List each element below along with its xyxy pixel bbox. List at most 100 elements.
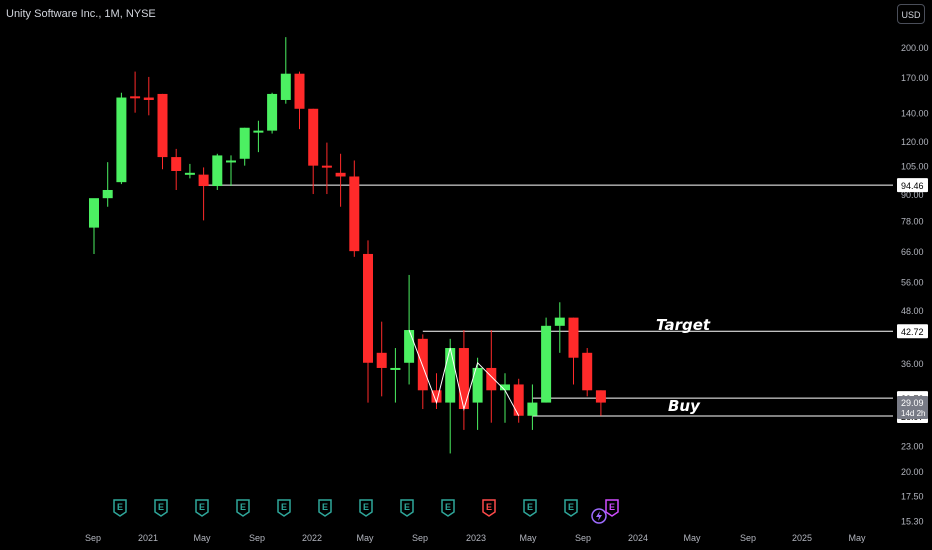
badge-shape xyxy=(154,499,168,517)
y-tick-label: 36.00 xyxy=(901,359,924,369)
badge-letter: E xyxy=(609,502,615,512)
y-tick-label: 120.00 xyxy=(901,137,929,147)
candle-body xyxy=(130,96,141,99)
earnings-badge[interactable]: E xyxy=(482,499,496,517)
candle-body xyxy=(143,97,154,100)
badge-letter: E xyxy=(568,502,574,512)
x-tick-label: May xyxy=(519,533,537,543)
candle-body xyxy=(253,130,264,133)
candle-body xyxy=(486,367,497,391)
y-tick-label: 56.00 xyxy=(901,277,924,287)
badge-shape xyxy=(564,499,578,517)
candle-body xyxy=(280,73,291,100)
currency-button[interactable]: USD xyxy=(897,4,925,24)
candle-body xyxy=(390,367,401,370)
badge-shape xyxy=(605,499,619,517)
candle-body xyxy=(349,176,360,252)
earnings-badge[interactable]: E xyxy=(154,499,168,517)
x-tick-label: May xyxy=(683,533,701,543)
candle-body xyxy=(363,253,373,363)
candle-body xyxy=(321,165,332,168)
candle-body xyxy=(458,348,469,410)
current-price-text: 29.09 xyxy=(901,398,924,408)
x-tick-label: May xyxy=(356,533,374,543)
x-tick-label: May xyxy=(848,533,866,543)
badge-letter: E xyxy=(322,502,328,512)
candle-body xyxy=(404,330,415,363)
y-tick-label: 15.30 xyxy=(901,516,924,526)
x-tick-label: 2024 xyxy=(628,533,648,543)
badge-letter: E xyxy=(486,502,492,512)
x-tick-label: Sep xyxy=(740,533,756,543)
candle-body xyxy=(554,317,565,326)
y-tick-label: 170.00 xyxy=(901,73,929,83)
badge-letter: E xyxy=(158,502,164,512)
candle-body xyxy=(431,390,442,403)
x-tick-label: Sep xyxy=(575,533,591,543)
x-tick-label: May xyxy=(193,533,211,543)
candle-body xyxy=(171,157,182,171)
candle-body xyxy=(500,384,510,391)
y-tick-label: 48.00 xyxy=(901,306,924,316)
earnings-badge[interactable]: E xyxy=(277,499,291,517)
y-tick-label: 66.00 xyxy=(901,247,924,257)
badge-shape xyxy=(482,499,496,517)
y-tick-label: 200.00 xyxy=(901,43,929,53)
candle-body xyxy=(198,174,209,187)
badge-letter: E xyxy=(240,502,246,512)
candle-body xyxy=(472,367,483,403)
annotation-buy: Buy xyxy=(668,397,701,415)
badge-shape xyxy=(195,499,209,517)
candle-body xyxy=(541,325,552,403)
earnings-badge[interactable]: E xyxy=(195,499,209,517)
earnings-badge[interactable]: E xyxy=(605,499,619,517)
candle-body xyxy=(157,93,168,158)
candle-body xyxy=(184,172,195,175)
candle-body xyxy=(294,73,305,109)
y-tick-label: 20.00 xyxy=(901,467,924,477)
badge-shape xyxy=(523,499,537,517)
y-tick-label: 17.50 xyxy=(901,492,924,502)
badge-letter: E xyxy=(199,502,205,512)
y-tick-label: 90.00 xyxy=(901,190,924,200)
badge-letter: E xyxy=(281,502,287,512)
candle-body xyxy=(267,93,278,131)
earnings-badge[interactable]: E xyxy=(359,499,373,517)
annotation-target: Target xyxy=(656,316,711,334)
badge-shape xyxy=(113,499,127,517)
candle-body xyxy=(568,317,579,358)
badge-shape xyxy=(359,499,373,517)
earnings-badge[interactable]: E xyxy=(564,499,578,517)
x-tick-label: 2023 xyxy=(466,533,486,543)
candle-body xyxy=(116,97,127,183)
candle-body xyxy=(239,127,250,159)
candle-body xyxy=(226,160,236,163)
earnings-badge[interactable]: E xyxy=(318,499,332,517)
price-label-text: 42.72 xyxy=(901,327,924,337)
candle-body xyxy=(376,352,387,368)
x-tick-label: 2022 xyxy=(302,533,322,543)
badge-shape xyxy=(318,499,332,517)
badge-letter: E xyxy=(117,502,123,512)
candle-body xyxy=(595,390,606,403)
y-tick-label: 78.00 xyxy=(901,216,924,226)
countdown-text: 14d 2h xyxy=(901,409,925,418)
price-label-text: 94.46 xyxy=(901,181,924,191)
earnings-badge[interactable]: E xyxy=(236,499,250,517)
x-tick-label: 2025 xyxy=(792,533,812,543)
price-label-box xyxy=(897,178,928,193)
candle-body xyxy=(89,198,99,228)
badge-letter: E xyxy=(363,502,369,512)
earnings-badge[interactable]: E xyxy=(441,499,455,517)
x-tick-label: Sep xyxy=(85,533,101,543)
badge-letter: E xyxy=(404,502,410,512)
earnings-badge[interactable]: E xyxy=(523,499,537,517)
candle-body xyxy=(212,155,223,187)
x-tick-label: Sep xyxy=(412,533,428,543)
earnings-badge[interactable]: E xyxy=(400,499,414,517)
earnings-badge[interactable]: E xyxy=(113,499,127,517)
x-tick-label: Sep xyxy=(249,533,265,543)
candle-body xyxy=(102,189,113,199)
